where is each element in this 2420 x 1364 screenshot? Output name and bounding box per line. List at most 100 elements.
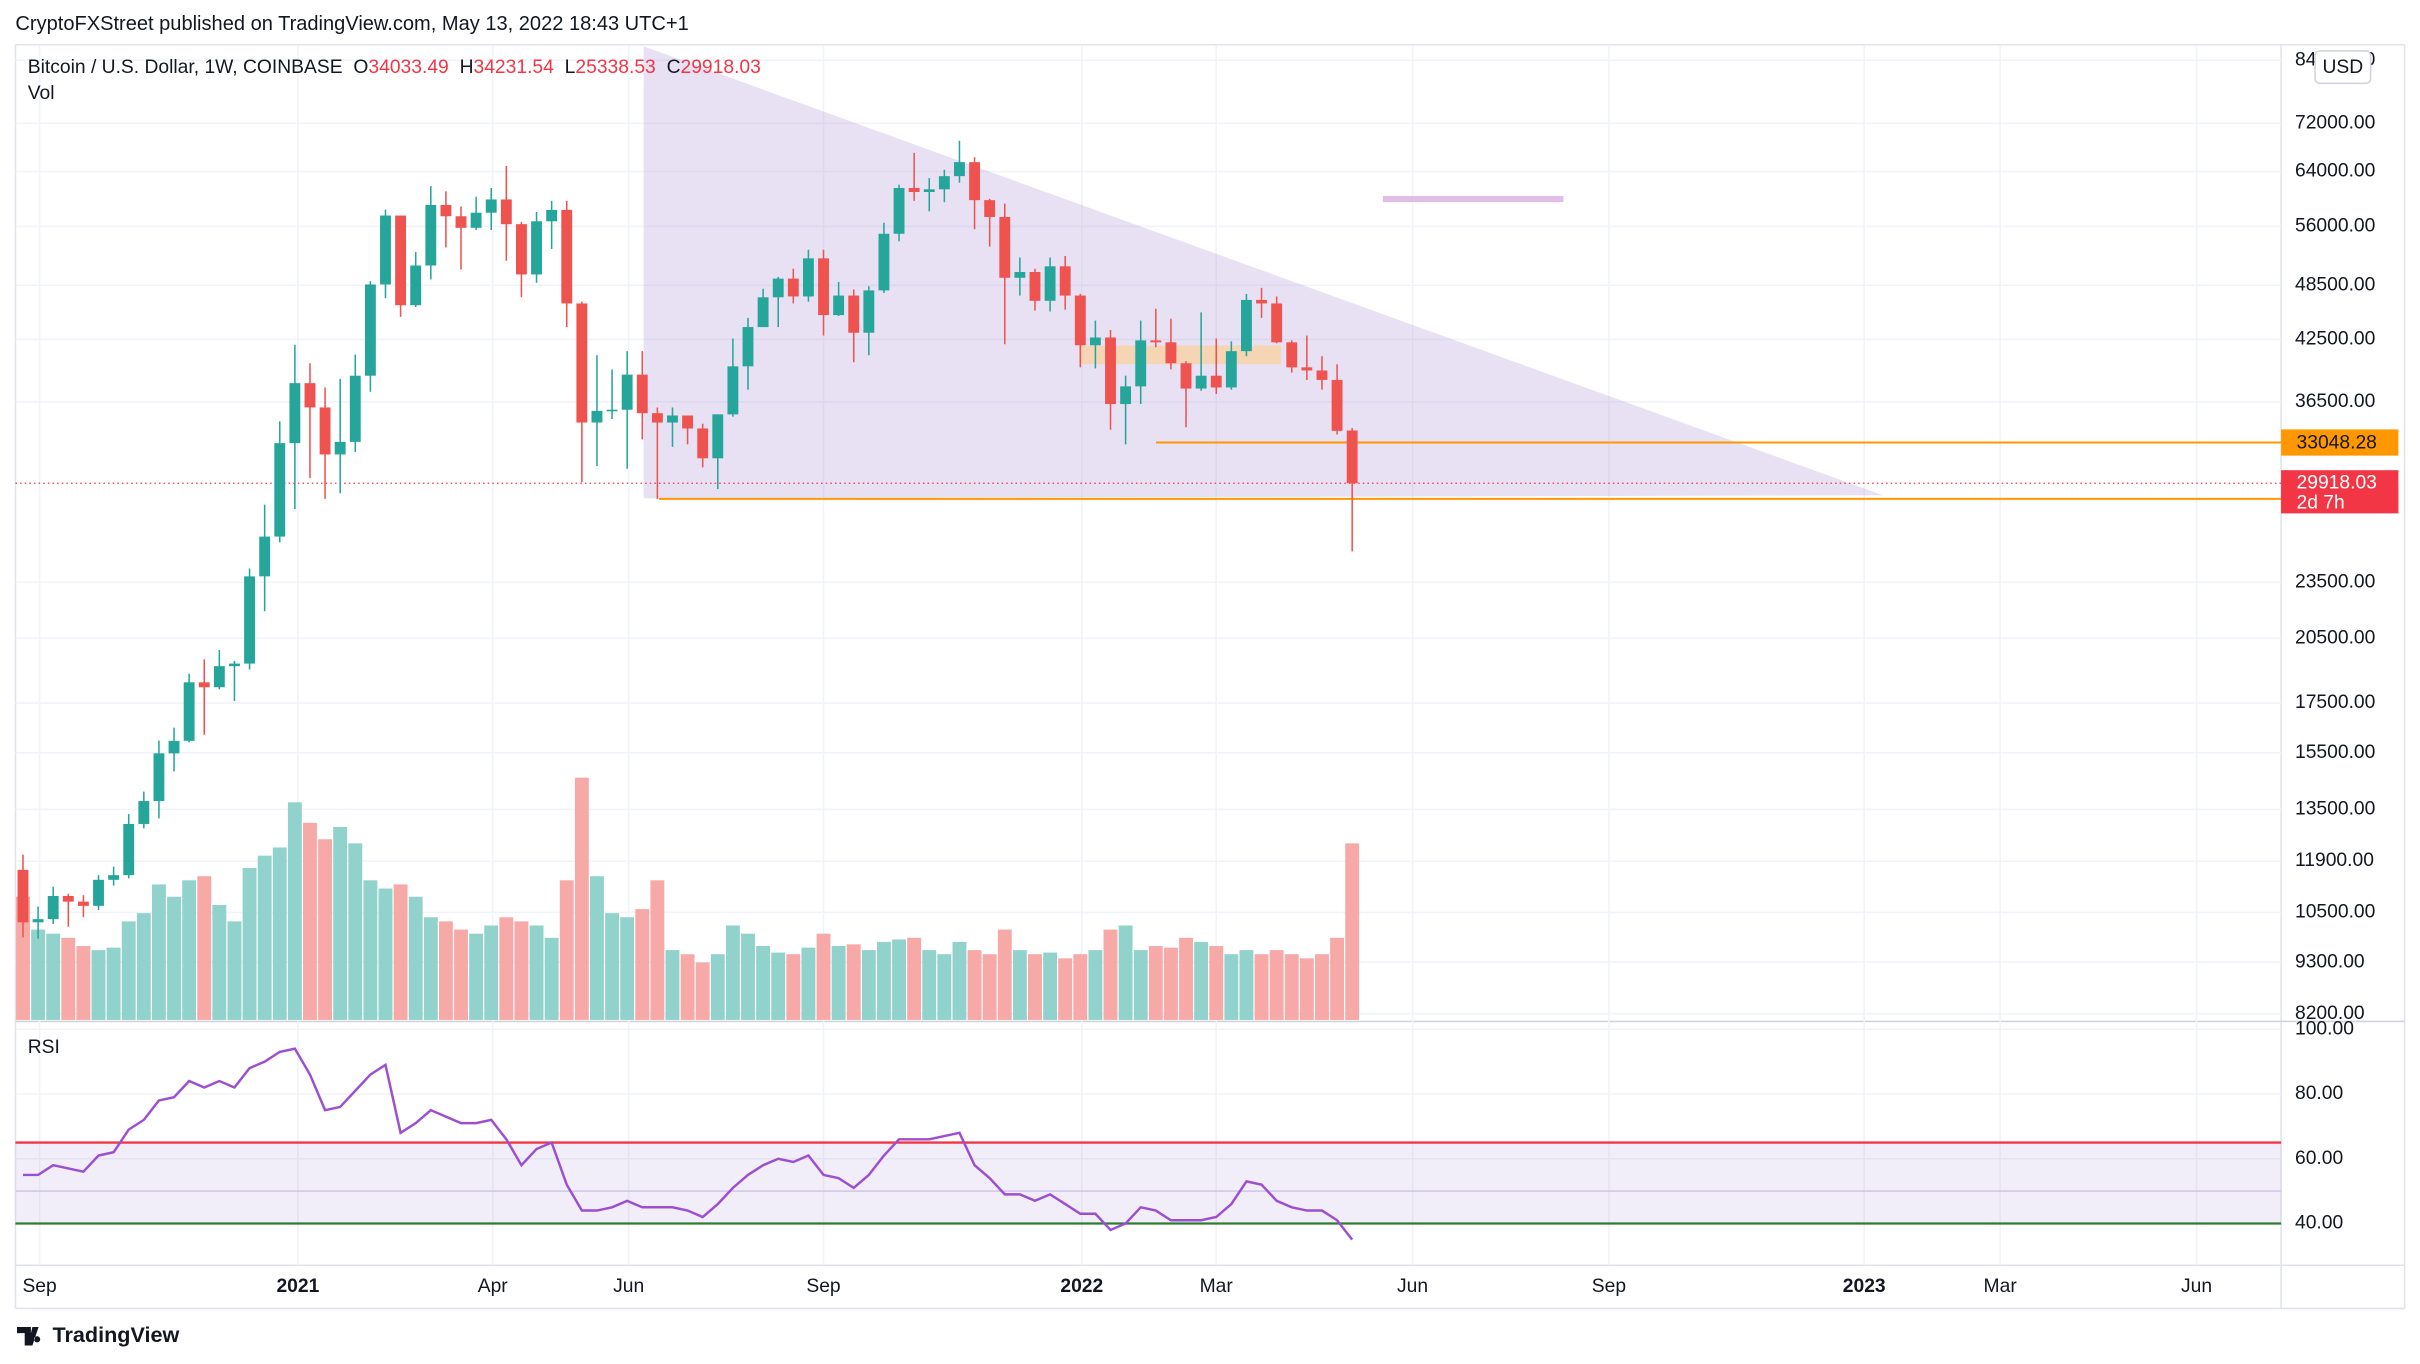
candle-body <box>606 409 618 412</box>
y-tick-label: 17500.00 <box>2295 692 2375 713</box>
currency-button[interactable] <box>2314 50 2372 85</box>
y-tick-label: 10500.00 <box>2295 902 2375 923</box>
grid <box>15 46 2282 1266</box>
x-tick-label: Sep <box>1592 1276 1626 1297</box>
candle-body <box>878 233 890 291</box>
candle-body <box>108 875 120 880</box>
y-tick-label: 72000.00 <box>2295 112 2375 133</box>
candle-body <box>984 200 996 217</box>
x-tick-label: Jun <box>613 1276 644 1297</box>
x-tick-label: Jun <box>2181 1276 2212 1297</box>
candle-body <box>727 366 739 415</box>
candle-body <box>244 576 255 664</box>
legend-value: 25338.53 <box>575 57 655 78</box>
candle-body <box>742 327 754 367</box>
y-tick-label: 8200.00 <box>2295 1003 2365 1024</box>
candle-body <box>380 215 391 285</box>
candle-body <box>1241 299 1252 352</box>
candle-body <box>259 536 271 577</box>
candle-body <box>636 374 648 414</box>
rsi-tick-label: 60.00 <box>2295 1148 2343 1169</box>
candle-body <box>787 278 799 297</box>
candle-body <box>682 415 694 429</box>
volume-bar <box>121 921 136 1020</box>
volume-bar <box>303 822 317 1020</box>
descending-triangle <box>643 46 1883 499</box>
volume-bar <box>1073 954 1088 1020</box>
candle-body <box>349 375 361 442</box>
volume-bar <box>786 954 801 1020</box>
currency[interactable]: USD <box>2322 57 2363 78</box>
legend-label: O <box>353 57 368 78</box>
candle-body <box>1044 266 1056 301</box>
candle-body <box>697 428 709 459</box>
volume-bar <box>333 826 348 1020</box>
last-price-box <box>2281 470 2399 514</box>
volume-bar <box>469 933 484 1020</box>
candle-body <box>1014 272 1026 278</box>
axes: 84000.0072000.0064000.0056000.0048500.00… <box>22 49 2399 1297</box>
candle-body <box>848 295 860 333</box>
legend-value: 29918.03 <box>680 57 760 78</box>
volume-bar <box>348 843 363 1020</box>
candle-body <box>1150 340 1162 343</box>
candle-body <box>17 869 29 923</box>
volume-bar <box>831 946 846 1020</box>
volume-bar <box>1028 954 1042 1020</box>
candle-body <box>1225 351 1237 388</box>
x-tick-label: 2022 <box>1060 1276 1103 1297</box>
frame <box>14 43 2406 1310</box>
candle-body <box>1165 342 1177 364</box>
candle-body <box>908 187 920 192</box>
volume-bar <box>1133 950 1148 1020</box>
volume <box>16 777 1360 1020</box>
volume-bar <box>423 917 438 1020</box>
candle-body <box>651 413 663 423</box>
y-tick-label: 9300.00 <box>2295 951 2365 972</box>
legend-value: 34033.49 <box>368 57 448 78</box>
candle-body <box>576 303 588 423</box>
candle-body <box>546 209 558 222</box>
candle-body <box>1029 272 1041 301</box>
volume-bar <box>363 880 378 1020</box>
volume-bar <box>650 880 665 1020</box>
x-tick-label: Apr <box>478 1276 509 1297</box>
symbol-title: Bitcoin / U.S. Dollar, 1W, COINBASE <box>28 57 343 78</box>
x-tick-label: 2023 <box>1843 1276 1886 1297</box>
candle-body <box>923 189 935 192</box>
volume-bar <box>967 950 982 1020</box>
volume-bar <box>91 950 106 1020</box>
volume-bar <box>907 937 922 1020</box>
candle-body <box>938 176 950 190</box>
levels <box>15 441 2282 500</box>
level-label: 33048.28 <box>2297 432 2377 453</box>
volume-bar <box>1315 954 1329 1020</box>
candle-body <box>77 901 89 906</box>
x-tick-label: Sep <box>806 1276 840 1297</box>
volume-bar <box>1299 958 1314 1020</box>
rsi-band <box>15 1142 2282 1224</box>
candle-body <box>153 753 165 802</box>
volume-bar <box>1209 946 1224 1020</box>
candle-body <box>1301 367 1313 371</box>
volume-bar <box>982 954 997 1020</box>
candle-body <box>425 204 437 266</box>
volume-bar <box>167 896 181 1020</box>
candle-body <box>62 895 74 902</box>
y-tick-label: 42500.00 <box>2295 329 2375 350</box>
volume-bar <box>846 944 861 1020</box>
volume-bar <box>272 847 287 1020</box>
candle-body <box>1089 337 1101 346</box>
candle-body <box>1195 375 1207 389</box>
candle-body <box>1256 299 1267 304</box>
candle-body <box>893 187 905 234</box>
rsi-label: RSI <box>28 1037 60 1058</box>
volume-bar <box>876 941 891 1020</box>
volume-bar <box>197 876 212 1020</box>
volume-bar <box>997 929 1012 1020</box>
candle-body <box>969 162 981 201</box>
volume-bar <box>136 913 151 1020</box>
volume-bar <box>484 925 499 1020</box>
volume-bar <box>1103 929 1118 1020</box>
y-tick-label: 13500.00 <box>2295 799 2375 820</box>
